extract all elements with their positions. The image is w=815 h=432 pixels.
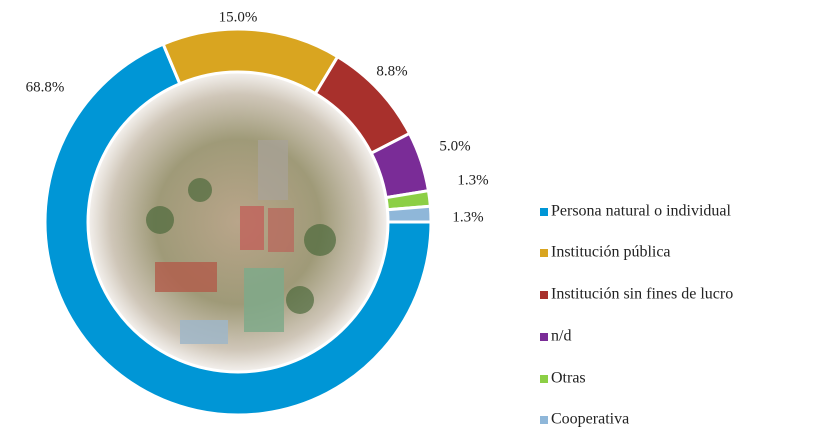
value-label: 5.0% — [439, 138, 470, 154]
legend-label: Persona natural o individual — [551, 203, 732, 220]
legend: Persona natural o individual Institución … — [540, 203, 733, 428]
value-label: 1.3% — [457, 172, 488, 188]
legend-swatch — [540, 249, 548, 257]
legend-label: Otras — [551, 370, 586, 387]
legend-swatch — [540, 333, 548, 341]
value-label: 1.3% — [452, 209, 483, 225]
legend-swatch — [540, 375, 548, 383]
legend-swatch — [540, 291, 548, 299]
legend-label: Institución sin fines de lucro — [551, 286, 733, 303]
legend-label: n/d — [551, 328, 571, 345]
value-label: 68.8% — [26, 79, 65, 95]
center-image — [88, 72, 388, 372]
legend-label: Cooperativa — [551, 411, 629, 428]
value-labels: 68.8% 15.0% 8.8% 5.0% 1.3% 1.3% — [26, 9, 489, 225]
donut-segment — [43, 42, 433, 417]
legend-swatch — [540, 208, 548, 216]
value-label: 15.0% — [219, 9, 258, 25]
value-label: 8.8% — [376, 63, 407, 79]
legend-label: Institución pública — [551, 244, 671, 261]
donut-segment — [385, 204, 433, 224]
donut — [43, 27, 433, 417]
legend-swatch — [540, 416, 548, 424]
